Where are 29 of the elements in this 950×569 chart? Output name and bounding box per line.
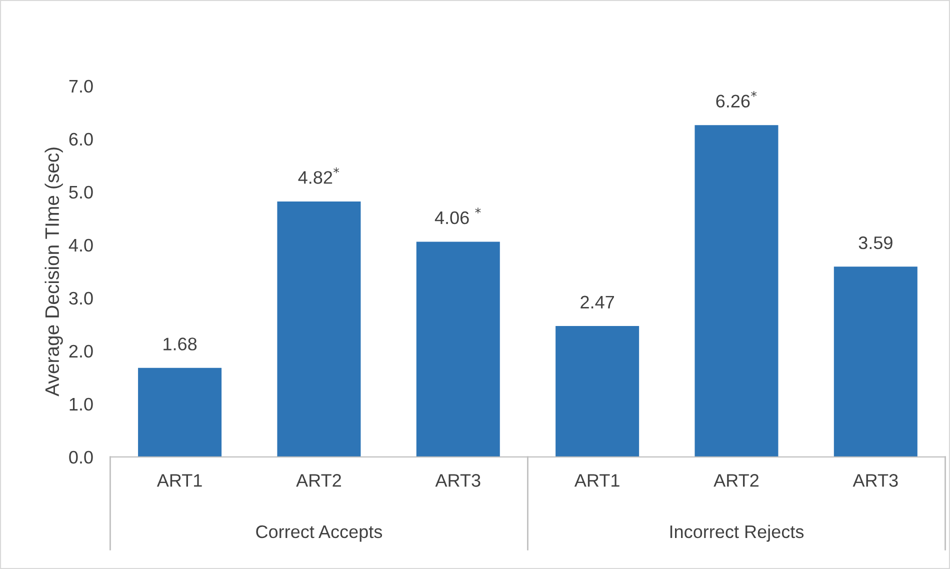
- data-label: 4.06 $^{*}$: [434, 208, 481, 224]
- bar: [277, 201, 361, 457]
- x-tick-label: ART1: [156, 474, 202, 487]
- y-tick-label: 0.0: [69, 450, 93, 464]
- y-axis-title: Average Decision TIme (sec): [44, 148, 63, 396]
- text: Incorrect Rejects: [670, 524, 804, 542]
- y-tick-label: 2.0: [69, 344, 93, 358]
- x-tick-label: ART2: [296, 474, 341, 487]
- x-tick-label: ART3: [852, 474, 898, 487]
- bar: [694, 125, 778, 457]
- data-label: 2.47: [580, 296, 614, 308]
- x-tick-label: ART3: [435, 474, 480, 487]
- data-label: 3.59: [858, 236, 892, 250]
- data-label: 6.26$^{*}$: [716, 91, 757, 108]
- data-label: 4.82$^{*}$: [298, 167, 340, 184]
- x-tick-label: ART2: [714, 474, 758, 487]
- y-tick-label: 3.0: [69, 292, 93, 305]
- bar: [834, 266, 918, 457]
- text: Correct Accepts: [256, 525, 382, 542]
- y-tick-label: 7.0: [69, 80, 93, 93]
- x-tick-label: ART1: [574, 474, 620, 487]
- bar: [556, 326, 640, 457]
- y-tick-label: 4.0: [68, 238, 93, 252]
- y-tick-label: 5.0: [69, 186, 93, 199]
- y-tick-label: 1.0: [70, 398, 93, 411]
- y-tick-label: 6.0: [69, 132, 93, 146]
- bar: [416, 242, 500, 457]
- bar: [138, 368, 222, 457]
- data-label: 1.68: [164, 338, 197, 350]
